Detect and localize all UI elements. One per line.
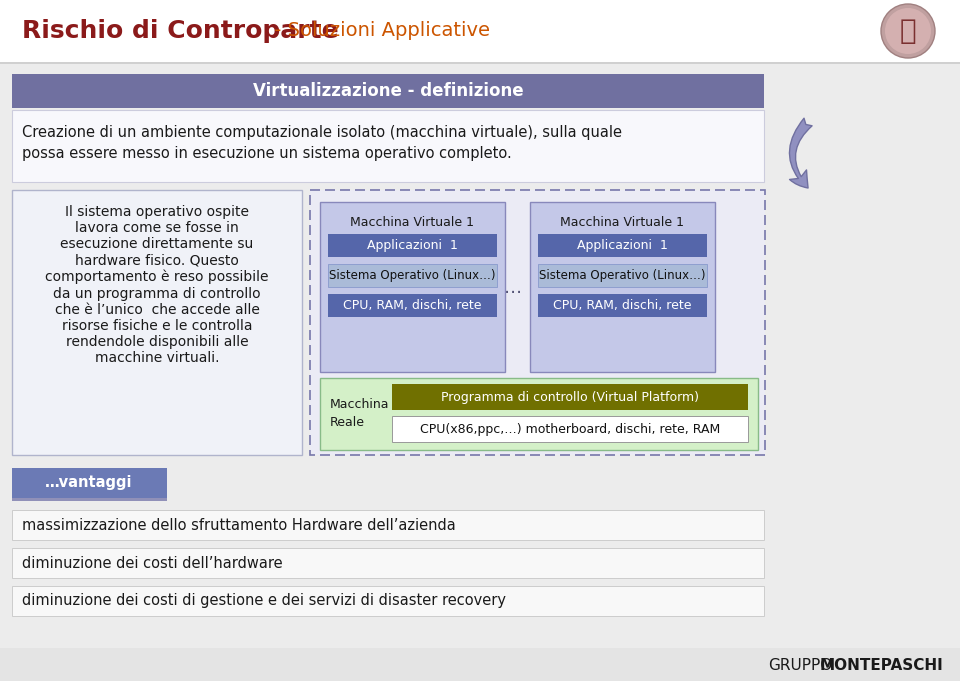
- Bar: [310, 190, 765, 455]
- Bar: [12, 548, 764, 578]
- Text: Virtualizzazione - definizione: Virtualizzazione - definizione: [252, 82, 523, 100]
- Text: Sistema Operativo (Linux…): Sistema Operativo (Linux…): [540, 269, 706, 282]
- Text: …: …: [504, 279, 522, 297]
- Bar: [328, 294, 497, 317]
- Text: diminuzione dei costi dell’hardware: diminuzione dei costi dell’hardware: [22, 556, 282, 571]
- Bar: [12, 586, 764, 616]
- Text: diminuzione dei costi di gestione e dei servizi di disaster recovery: diminuzione dei costi di gestione e dei …: [22, 594, 506, 609]
- Bar: [538, 294, 707, 317]
- Text: MONTEPASCHI: MONTEPASCHI: [820, 657, 944, 673]
- Bar: [12, 468, 167, 498]
- Text: Reale: Reale: [330, 416, 365, 429]
- Bar: [538, 264, 707, 287]
- Bar: [0, 0, 960, 62]
- Text: Il sistema operativo ospite
lavora come se fosse in
esecuzione direttamente su
h: Il sistema operativo ospite lavora come …: [45, 205, 269, 366]
- Bar: [328, 234, 497, 257]
- Text: - Soluzioni Applicative: - Soluzioni Applicative: [268, 22, 490, 40]
- Circle shape: [881, 4, 935, 58]
- Text: Macchina: Macchina: [330, 398, 390, 411]
- Text: Macchina Virtuale 1: Macchina Virtuale 1: [561, 216, 684, 229]
- Text: Rischio di Controparte: Rischio di Controparte: [22, 19, 339, 43]
- FancyArrowPatch shape: [789, 118, 812, 188]
- Bar: [320, 378, 758, 450]
- Text: massimizzazione dello sfruttamento Hardware dell’azienda: massimizzazione dello sfruttamento Hardw…: [22, 518, 456, 533]
- Text: Applicazioni  1: Applicazioni 1: [577, 239, 668, 252]
- Text: CPU, RAM, dischi, rete: CPU, RAM, dischi, rete: [553, 299, 692, 312]
- Bar: [0, 648, 960, 681]
- Text: CPU, RAM, dischi, rete: CPU, RAM, dischi, rete: [344, 299, 482, 312]
- Circle shape: [885, 8, 931, 54]
- Text: Macchina Virtuale 1: Macchina Virtuale 1: [350, 216, 474, 229]
- Text: ⛨: ⛨: [900, 17, 916, 45]
- Bar: [320, 202, 505, 372]
- Text: Creazione di un ambiente computazionale isolato (macchina virtuale), sulla quale: Creazione di un ambiente computazionale …: [22, 125, 622, 140]
- Bar: [12, 190, 302, 455]
- Bar: [0, 62, 960, 64]
- Bar: [12, 510, 764, 540]
- Bar: [530, 202, 715, 372]
- Text: Sistema Operativo (Linux…): Sistema Operativo (Linux…): [329, 269, 495, 282]
- Bar: [12, 498, 167, 501]
- Text: Programma di controllo (Virtual Platform): Programma di controllo (Virtual Platform…: [441, 390, 699, 404]
- Text: …vantaggi: …vantaggi: [45, 475, 132, 490]
- Bar: [392, 416, 748, 442]
- Bar: [538, 234, 707, 257]
- Bar: [328, 264, 497, 287]
- Bar: [392, 384, 748, 410]
- Bar: [12, 110, 764, 182]
- Text: possa essere messo in esecuzione un sistema operativo completo.: possa essere messo in esecuzione un sist…: [22, 146, 512, 161]
- Bar: [12, 74, 764, 108]
- Text: GRUPPO: GRUPPO: [768, 657, 832, 673]
- Text: CPU(x86,ppc,…) motherboard, dischi, rete, RAM: CPU(x86,ppc,…) motherboard, dischi, rete…: [420, 422, 720, 436]
- Text: Applicazioni  1: Applicazioni 1: [367, 239, 458, 252]
